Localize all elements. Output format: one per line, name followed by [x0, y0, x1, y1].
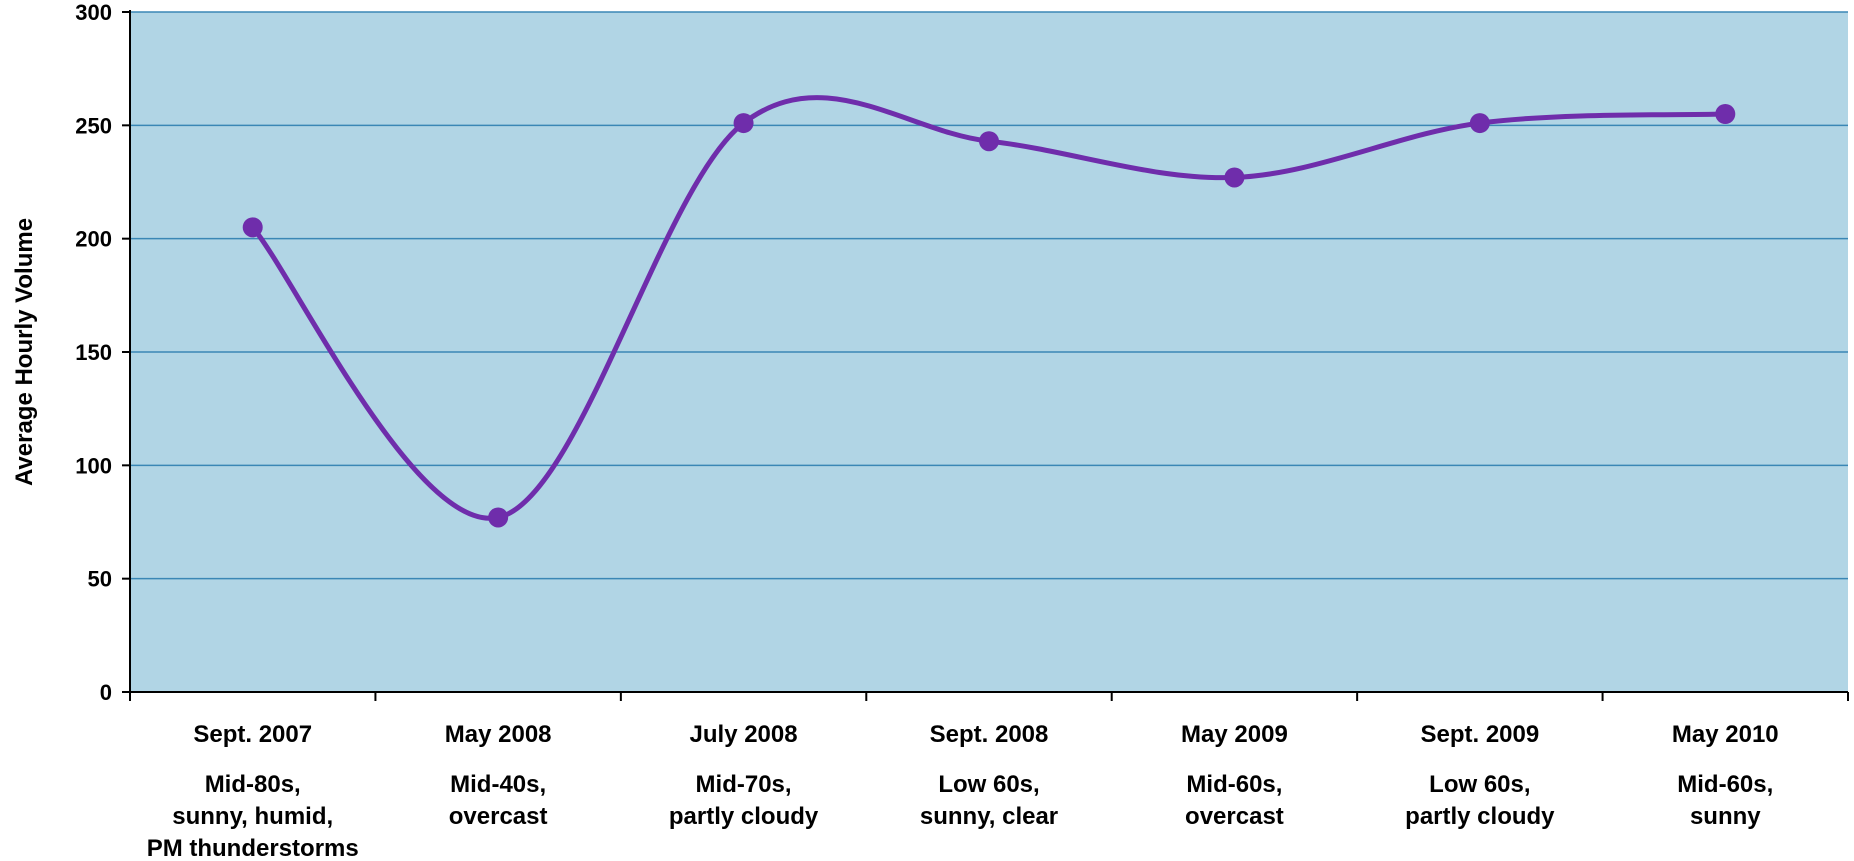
data-point: [1469, 113, 1490, 134]
x-category-weather: PM thunderstorms: [147, 835, 359, 861]
x-category-weather: Mid-60s,: [1186, 771, 1282, 798]
x-category-weather: partly cloudy: [1405, 803, 1555, 830]
x-category-label: May 2010: [1672, 721, 1779, 748]
y-axis-title: Average Hourly Volume: [11, 218, 38, 486]
y-tick-label: 150: [75, 340, 112, 365]
y-tick-label: 50: [88, 567, 112, 592]
y-tick-label: 100: [75, 453, 112, 478]
gridlines: [130, 11, 1848, 580]
x-category-weather: Mid-40s,: [450, 771, 546, 798]
y-tick-label: 300: [75, 0, 112, 25]
data-point: [1715, 104, 1736, 124]
data-point: [979, 131, 999, 152]
x-category-weather: overcast: [449, 803, 548, 830]
x-category-label: May 2008: [445, 721, 552, 748]
series-line: [250, 95, 1728, 521]
x-category-weather: Mid-70s,: [696, 771, 792, 798]
x-category-label: Sept. 2008: [930, 721, 1049, 748]
x-category-label: Sept. 2009: [1420, 721, 1539, 748]
data-point: [488, 507, 509, 528]
data-point: [733, 113, 754, 134]
x-category-weather: sunny, humid,: [172, 803, 333, 830]
x-category-label: Sept. 2007: [193, 721, 312, 748]
data-points: [242, 104, 1736, 528]
x-category-weather: Mid-80s,: [205, 771, 301, 798]
x-category-label: July 2008: [690, 721, 798, 748]
x-category-label: May 2009: [1181, 721, 1288, 748]
x-axis-ticks: Sept. 2007 Mid-80s, sunny, humid, PM thunde…: [129, 692, 1849, 861]
data-point: [242, 217, 263, 238]
x-category-weather: Low 60s,: [1429, 771, 1530, 798]
data-point: [1224, 167, 1245, 188]
x-category-weather: Low 60s,: [938, 771, 1039, 798]
y-tick-label: 250: [75, 113, 112, 138]
y-tick-label: 200: [75, 227, 112, 252]
y-axis-ticks: 0 50 100 150 200 250 300: [75, 0, 130, 705]
x-category-weather: sunny, clear: [920, 803, 1058, 830]
x-category-weather: sunny: [1690, 803, 1761, 830]
x-category-weather: overcast: [1185, 803, 1284, 830]
x-category-weather: partly cloudy: [669, 803, 819, 830]
x-category-weather: Mid-60s,: [1677, 771, 1773, 798]
y-tick-label: 0: [100, 680, 112, 705]
